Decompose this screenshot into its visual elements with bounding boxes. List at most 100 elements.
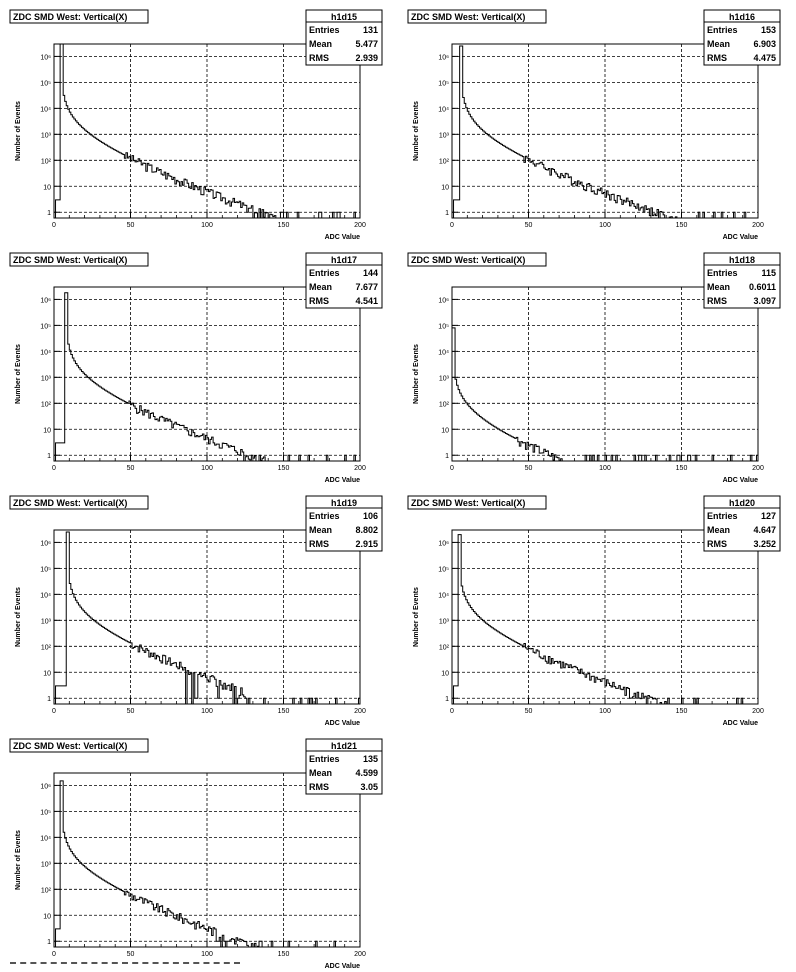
x-tick-label: 150 bbox=[278, 222, 290, 229]
title-box bbox=[9, 738, 149, 753]
x-tick-label: 150 bbox=[278, 708, 290, 715]
x-tick-label: 50 bbox=[525, 465, 533, 472]
stats-label: RMS bbox=[309, 539, 329, 549]
title-box bbox=[9, 9, 149, 24]
histogram-curve bbox=[452, 534, 758, 705]
stats-value: 153 bbox=[761, 25, 776, 35]
x-tick-label: 0 bbox=[52, 465, 56, 472]
y-axis-label: Number of Events bbox=[413, 587, 420, 647]
x-tick-label: 200 bbox=[752, 465, 764, 472]
y-tick-label: 10³ bbox=[439, 375, 450, 382]
x-tick-label: 50 bbox=[525, 222, 533, 229]
x-tick-label: 0 bbox=[450, 465, 454, 472]
chart-title: ZDC SMD West: Vertical(X) bbox=[13, 741, 127, 751]
y-tick-label: 10⁵ bbox=[40, 809, 51, 816]
y-tick-label: 10 bbox=[43, 913, 51, 920]
y-tick-label: 10⁵ bbox=[438, 323, 449, 330]
stats-label: Mean bbox=[707, 39, 730, 49]
stats-name: h1d20 bbox=[729, 498, 755, 508]
stats-value: 106 bbox=[363, 511, 378, 521]
y-tick-label: 10² bbox=[439, 401, 450, 408]
y-tick-label: 10⁶ bbox=[40, 540, 51, 547]
y-tick-label: 10⁵ bbox=[40, 323, 51, 330]
x-tick-label: 200 bbox=[752, 222, 764, 229]
histogram-curve bbox=[54, 780, 360, 948]
x-axis-label: ADC Value bbox=[325, 720, 361, 727]
y-tick-label: 10 bbox=[441, 427, 449, 434]
x-tick-label: 200 bbox=[354, 951, 366, 958]
x-tick-label: 100 bbox=[201, 222, 213, 229]
stats-value: 131 bbox=[363, 25, 378, 35]
stats-name: h1d17 bbox=[331, 255, 357, 265]
y-tick-label: 10⁵ bbox=[438, 566, 449, 573]
histogram-curve bbox=[54, 43, 360, 219]
y-tick-label: 10³ bbox=[41, 618, 52, 625]
y-tick-label: 10² bbox=[41, 644, 52, 651]
stats-box bbox=[305, 738, 383, 795]
stats-box bbox=[703, 495, 781, 552]
y-axis-label: Number of Events bbox=[15, 101, 22, 161]
y-tick-label: 10⁴ bbox=[438, 106, 449, 113]
y-tick-label: 10³ bbox=[439, 132, 450, 139]
chart-title: ZDC SMD West: Vertical(X) bbox=[411, 255, 525, 265]
histogram-curve bbox=[54, 531, 360, 705]
stats-value: 2.915 bbox=[355, 539, 378, 549]
stats-box bbox=[305, 252, 383, 309]
y-tick-label: 10⁴ bbox=[40, 106, 51, 113]
stats-name: h1d15 bbox=[331, 12, 357, 22]
x-tick-label: 200 bbox=[354, 222, 366, 229]
stats-label: Mean bbox=[309, 39, 332, 49]
stats-name: h1d16 bbox=[729, 12, 755, 22]
y-axis-label: Number of Events bbox=[413, 344, 420, 404]
y-tick-label: 10⁶ bbox=[40, 297, 51, 304]
stats-name: h1d18 bbox=[729, 255, 755, 265]
x-tick-label: 0 bbox=[52, 708, 56, 715]
stats-value: 2.939 bbox=[355, 53, 378, 63]
y-tick-label: 10⁴ bbox=[438, 592, 449, 599]
histogram-curve bbox=[452, 45, 758, 219]
stats-label: RMS bbox=[707, 53, 727, 63]
stats-box bbox=[703, 9, 781, 66]
stats-box bbox=[305, 9, 383, 66]
histogram-panel-h1d18: ZDC SMD West: Vertical(X) 0 50 100 150 200 ADC… bbox=[407, 252, 781, 484]
x-axis-label: ADC Value bbox=[723, 477, 759, 484]
x-tick-label: 150 bbox=[278, 465, 290, 472]
x-tick-label: 0 bbox=[52, 951, 56, 958]
stats-label: Entries bbox=[309, 511, 340, 521]
y-axis-label: Number of Events bbox=[413, 101, 420, 161]
y-tick-label: 10 bbox=[43, 184, 51, 191]
stats-value: 4.647 bbox=[753, 525, 776, 535]
stats-label: RMS bbox=[707, 539, 727, 549]
y-tick-label: 10³ bbox=[439, 618, 450, 625]
stats-label: Mean bbox=[309, 525, 332, 535]
title-box bbox=[9, 252, 149, 267]
y-tick-label: 10⁶ bbox=[438, 540, 449, 547]
y-axis-label: Number of Events bbox=[15, 830, 22, 890]
title-box bbox=[9, 495, 149, 510]
y-tick-label: 10³ bbox=[41, 861, 52, 868]
stats-value: 4.599 bbox=[355, 768, 378, 778]
stats-value: 127 bbox=[761, 511, 776, 521]
stats-box bbox=[703, 252, 781, 309]
y-tick-label: 1 bbox=[445, 453, 449, 460]
stats-value: 5.477 bbox=[355, 39, 378, 49]
y-tick-label: 1 bbox=[47, 453, 51, 460]
chart-title: ZDC SMD West: Vertical(X) bbox=[13, 255, 127, 265]
x-tick-label: 150 bbox=[278, 951, 290, 958]
y-tick-label: 1 bbox=[47, 939, 51, 946]
y-tick-label: 10³ bbox=[41, 132, 52, 139]
stats-value: 4.541 bbox=[355, 296, 378, 306]
y-tick-label: 10 bbox=[43, 427, 51, 434]
stats-value: 144 bbox=[363, 268, 378, 278]
chart-title: ZDC SMD West: Vertical(X) bbox=[13, 498, 127, 508]
x-axis-label: ADC Value bbox=[325, 234, 361, 241]
stats-value: 6.903 bbox=[753, 39, 776, 49]
y-tick-label: 10 bbox=[43, 670, 51, 677]
x-tick-label: 100 bbox=[599, 465, 611, 472]
x-tick-label: 100 bbox=[201, 951, 213, 958]
x-tick-label: 100 bbox=[599, 708, 611, 715]
stats-label: RMS bbox=[309, 782, 329, 792]
chart-title: ZDC SMD West: Vertical(X) bbox=[411, 498, 525, 508]
x-tick-label: 0 bbox=[450, 222, 454, 229]
